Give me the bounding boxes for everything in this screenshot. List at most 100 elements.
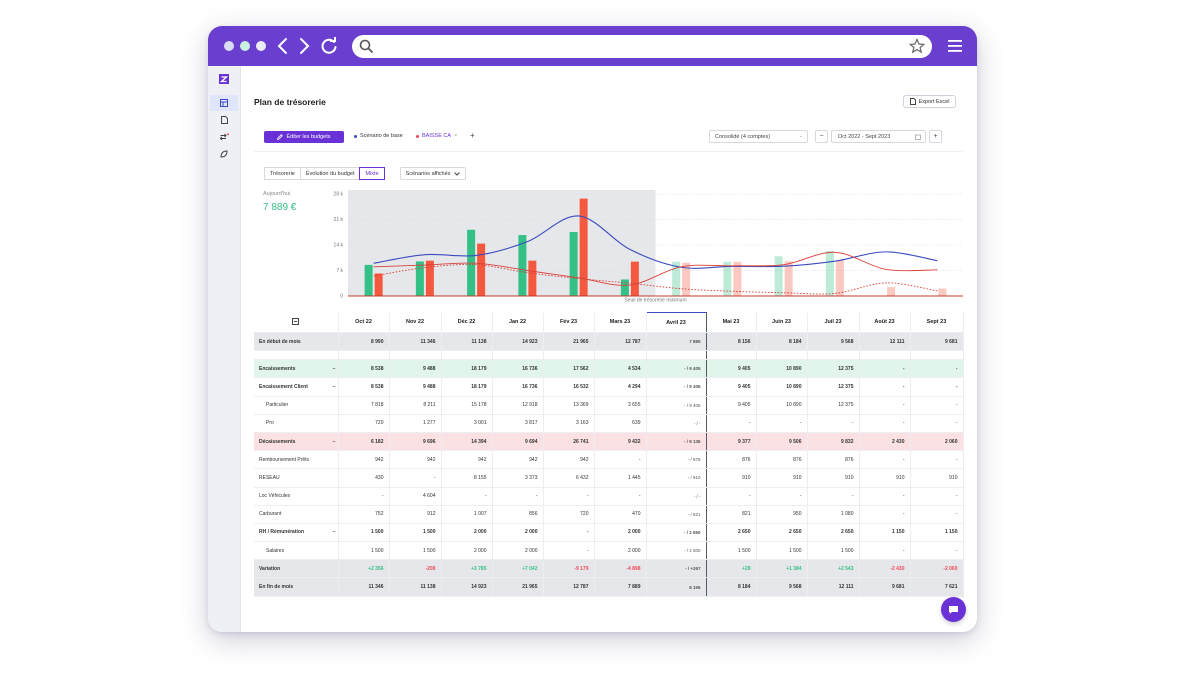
sidebar-item-dashboard[interactable]: [210, 95, 238, 111]
decaissement-bar: [528, 260, 537, 296]
encaissement-bar: [364, 264, 373, 296]
window-dot-icon[interactable]: [224, 41, 234, 51]
collapse-icon[interactable]: [292, 317, 300, 325]
export-excel-button[interactable]: Export Excel: [903, 95, 956, 108]
decaissement-bar: [579, 198, 588, 296]
next-period-button[interactable]: +: [929, 130, 942, 143]
table-cell: 2 650: [706, 523, 757, 543]
forward-icon[interactable]: [294, 36, 314, 56]
app-sidebar: [208, 66, 241, 632]
decaissement-bar: [835, 260, 844, 296]
row-collapse-toggle[interactable]: −: [332, 383, 336, 390]
add-scenario-button[interactable]: +: [470, 131, 475, 140]
scenario-chip-baisse[interactable]: BAISSE CA ×: [416, 133, 457, 139]
table-cell: 18 179: [441, 359, 493, 379]
table-cell: -2 060: [910, 559, 964, 579]
bookmark-star-icon[interactable]: [909, 38, 925, 54]
sidebar-item-transfers[interactable]: [210, 129, 238, 145]
row-collapse-toggle[interactable]: −: [332, 529, 336, 536]
tab-mixte[interactable]: Mixte: [359, 167, 385, 180]
file-icon: [909, 98, 916, 105]
previous-period-button[interactable]: −: [815, 130, 828, 143]
calendar-icon: [915, 134, 921, 140]
back-icon[interactable]: [273, 36, 293, 56]
table-cell: 1 500: [338, 541, 390, 561]
table-cell: [859, 350, 911, 361]
table-cell: +7 042: [492, 559, 544, 579]
table-cell: 7 889: [645, 332, 707, 352]
row-collapse-toggle[interactable]: −: [332, 365, 336, 372]
window-dot-icon[interactable]: [240, 41, 250, 51]
encaissement-bar: [723, 261, 732, 296]
decaissement-bar: [477, 243, 486, 296]
scenario-chip-base[interactable]: Scénario de base: [354, 133, 403, 139]
table-cell: -: [910, 450, 964, 470]
decaissement-bar: [425, 260, 434, 296]
chat-support-button[interactable]: [941, 597, 966, 622]
month-header: Mai 23: [706, 312, 757, 333]
table-cell: 1 500: [389, 541, 442, 561]
reload-icon[interactable]: [319, 36, 339, 56]
table-cell: 8 155: [441, 468, 493, 488]
address-bar[interactable]: [352, 35, 932, 58]
consolidation-select[interactable]: Consolidé (4 comptes) ⌄: [709, 130, 808, 143]
table-cell: 9 506: [756, 432, 808, 452]
sidebar-item-settings[interactable]: [210, 146, 238, 162]
table-cell: [910, 350, 964, 361]
edit-budgets-button[interactable]: Éditer les budgets: [264, 131, 344, 143]
tab-tresorerie[interactable]: Trésorerie: [264, 167, 301, 180]
table-cell: - / 876: [645, 450, 707, 470]
window-dot-icon[interactable]: [256, 41, 266, 51]
table-cell: [706, 350, 757, 361]
app-logo-icon[interactable]: [210, 71, 238, 87]
browser-toolbar: [208, 26, 977, 66]
table-row: En début de mois 8 990 11 346 11 138 14 923 2…: [254, 332, 964, 352]
table-cell: 8 156: [645, 577, 707, 597]
table-cell: -: [859, 487, 911, 506]
table-cell: 18 179: [441, 377, 493, 397]
table-cell: -: [492, 487, 544, 506]
collapse-all-header[interactable]: [254, 312, 339, 333]
table-cell: -: [706, 414, 757, 433]
table-cell: -9 179: [543, 559, 595, 579]
table-cell: -: [807, 487, 860, 506]
y-tick-label: 0: [340, 294, 343, 300]
table-cell: 1 277: [389, 414, 442, 433]
scenarios-shown-dropdown[interactable]: Scénarios affichés: [400, 167, 466, 180]
table-cell: -: [910, 396, 964, 415]
row-label-text: Salaires: [266, 547, 285, 554]
row-label-text: Pro: [266, 420, 274, 427]
table-cell: 12 111: [807, 577, 860, 597]
table-cell: 6 432: [543, 468, 595, 488]
table-cell: 9 432: [594, 432, 647, 452]
table-cell: 910: [807, 468, 860, 488]
row-label-text: Variation: [259, 565, 281, 572]
table-cell: 2 430: [859, 432, 911, 452]
table-cell: 2 000: [441, 541, 493, 561]
encaissement-bar: [569, 232, 578, 296]
table-cell: 12 375: [807, 359, 860, 379]
window-controls: [224, 41, 266, 51]
browser-menu-icon[interactable]: [947, 39, 963, 53]
table-row: [254, 350, 964, 361]
remove-scenario-icon[interactable]: ×: [454, 133, 458, 139]
table-cell: 2 000: [594, 523, 647, 543]
encaissement-bar: [672, 261, 681, 296]
tab-evolution-budget[interactable]: Évolution du budget: [299, 167, 361, 180]
row-label: Décaissements −: [254, 432, 339, 452]
row-label-text: RH / Rémunération: [259, 529, 305, 536]
table-cell: 430: [338, 468, 390, 488]
row-label: Remboursement Prêts: [254, 450, 339, 470]
transfer-icon: [219, 133, 229, 141]
date-range-picker[interactable]: Oct 2022 - Sept 2023: [831, 130, 926, 143]
table-cell: 8 211: [389, 396, 442, 415]
table-cell: [645, 350, 707, 361]
row-collapse-toggle[interactable]: −: [332, 438, 336, 445]
table-cell: -: [910, 541, 964, 561]
table-cell: 12 375: [807, 377, 860, 397]
sidebar-item-documents[interactable]: [210, 112, 238, 128]
leaf-icon: [220, 150, 228, 158]
table-cell: - / 1 500: [645, 541, 707, 561]
table-cell: 9 681: [910, 332, 964, 352]
table-cell: 14 923: [492, 332, 544, 352]
